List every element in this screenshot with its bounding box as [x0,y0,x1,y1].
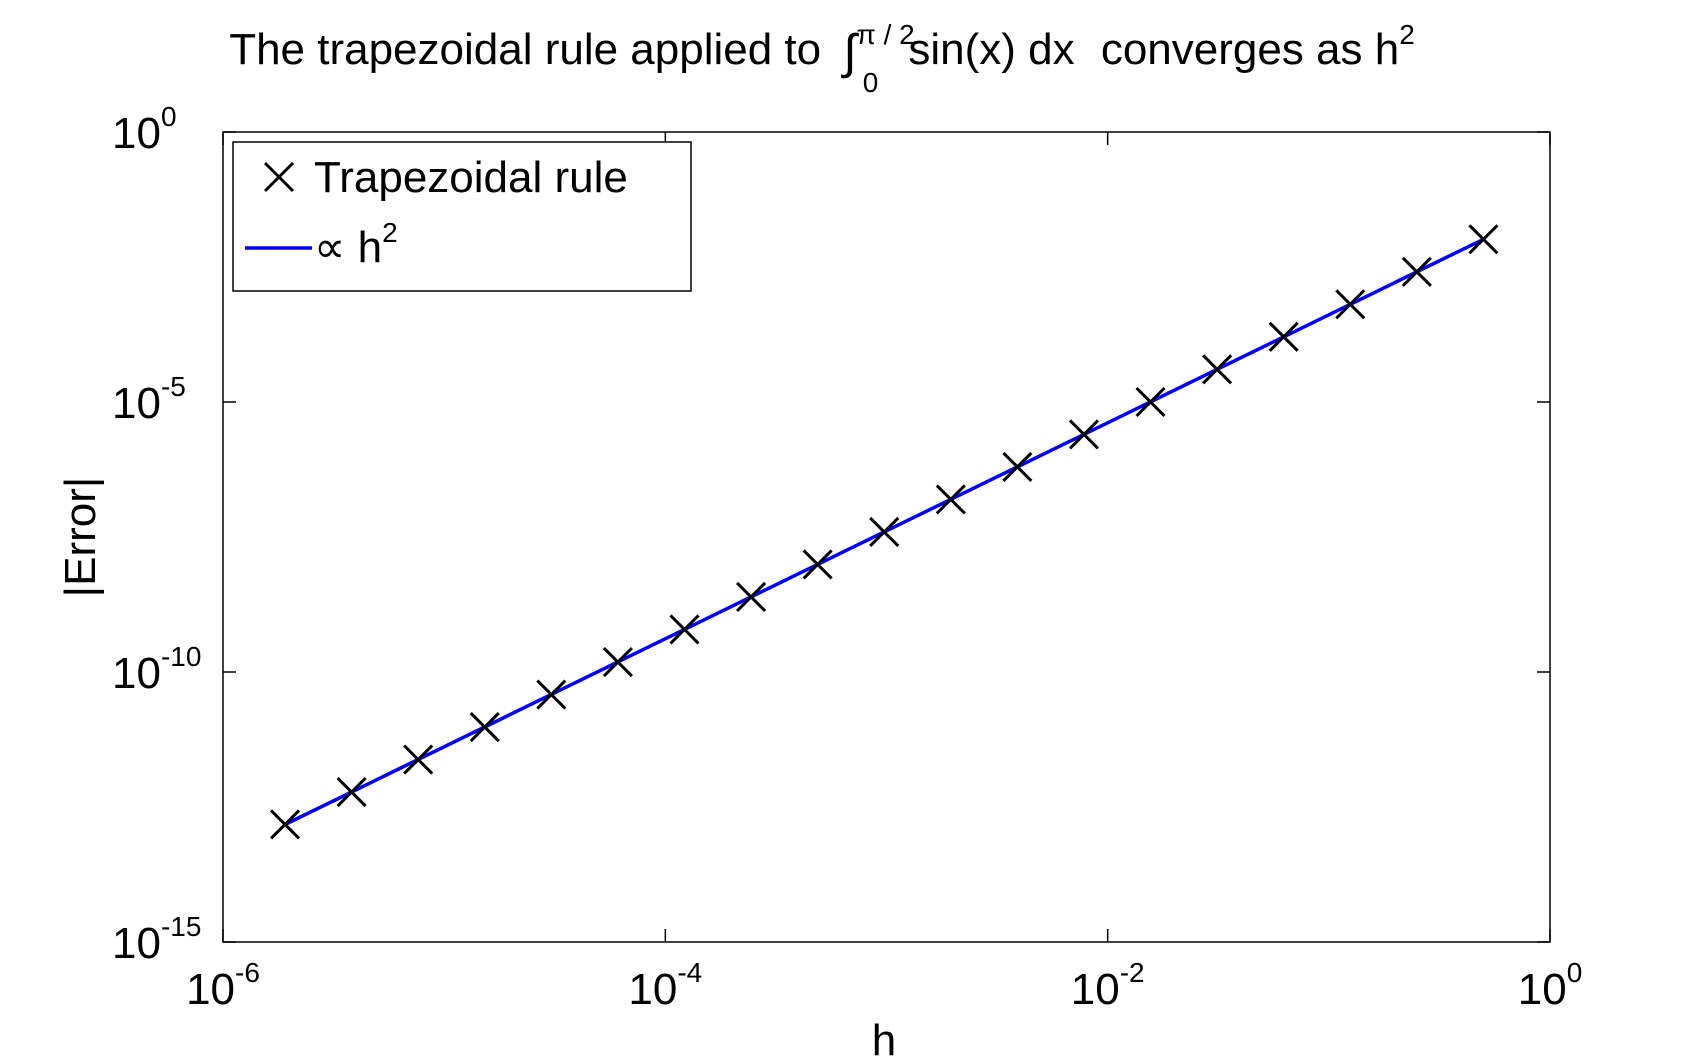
integral-sign-icon: ∫ [840,26,859,79]
x-tick-label: 100 [1518,957,1583,1014]
x-tick-labels: 10-6 10-4 10-2 100 [186,957,1582,1014]
data-point-x-marker [602,646,633,678]
data-point-x-marker [1202,354,1233,385]
y-tick-labels: 10-15 10-10 10-5 100 [112,101,201,968]
legend-label-trapezoidal: Trapezoidal rule [314,153,628,202]
y-tick-label: 100 [112,101,177,158]
x-tick-label: 10-4 [628,957,702,1014]
data-point-x-marker [736,581,767,613]
data-point-x-marker [1268,321,1299,352]
legend-marker-x-icon [263,161,295,193]
data-point-x-marker [403,744,434,775]
data-point-x-marker [269,809,301,840]
legend-box [232,141,692,292]
data-point-x-marker [1335,289,1366,320]
chart-title: The trapezoidal rule applied to ∫π / 2 0s… [229,19,1415,98]
trapezoidal-markers-series [269,224,1499,840]
data-point-x-marker [1135,386,1166,418]
data-point-x-marker [669,614,700,645]
data-point-x-marker [1068,419,1100,450]
y-tick-label: 10-15 [112,911,201,968]
y-axis-label: |Error| [56,477,105,598]
data-point-x-marker [1401,256,1432,287]
x-tick-label: 10-2 [1071,957,1145,1014]
data-point-x-marker [1468,224,1499,255]
data-point-x-marker [469,711,500,743]
data-point-x-marker [869,516,900,548]
y-tick-label: 10-10 [112,641,201,698]
data-point-x-marker [336,776,367,808]
x-tick-label: 10-6 [186,957,260,1014]
x-axis-label: h [872,1016,896,1057]
legend: Trapezoidal rule ∝ h2 [232,141,692,292]
data-point-x-marker [1002,451,1033,482]
legend-label-fit: ∝ h2 [314,217,398,272]
data-point-x-marker [802,549,833,580]
data-point-x-marker [935,484,966,515]
axis-ticks [222,131,1551,943]
y-tick-label: 10-5 [112,371,186,428]
data-point-x-marker [536,679,567,710]
